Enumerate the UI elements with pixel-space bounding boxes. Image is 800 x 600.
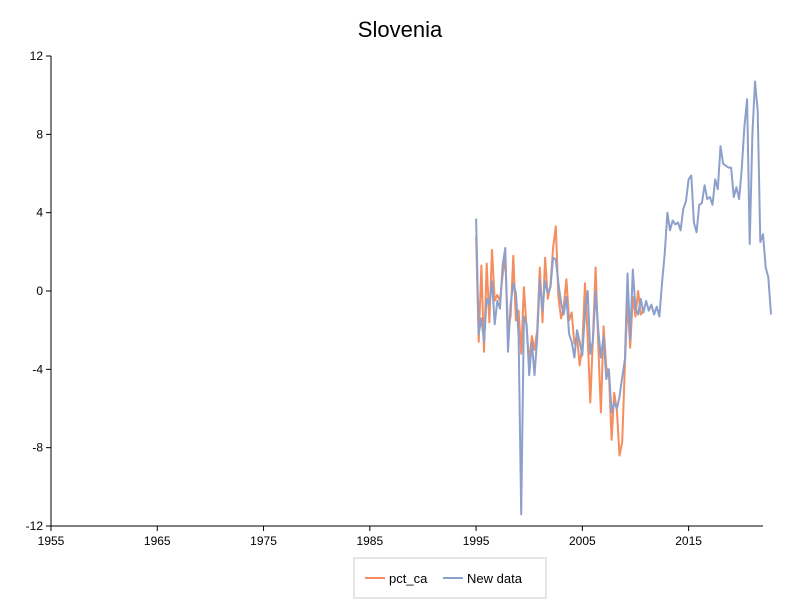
- x-tick-label: 1955: [38, 534, 65, 548]
- y-tick-label: 0: [36, 284, 43, 298]
- plot-area: [475, 80, 772, 516]
- axes: -12 -8 -4 0 4 8 12 1955 1965 1975 1985 1995 2005 2015: [26, 49, 763, 548]
- y-tick-label: -8: [32, 441, 43, 455]
- y-tick-label: 12: [30, 49, 44, 63]
- y-tick-label: 8: [36, 127, 43, 141]
- legend-label-pct-ca: pct_ca: [389, 571, 428, 586]
- x-tick-label: 2015: [675, 534, 702, 548]
- legend: pct_ca New data: [353, 557, 547, 599]
- x-tick-label: 1985: [356, 534, 383, 548]
- legend-label-new-data: New data: [467, 571, 523, 586]
- x-tick-label: 1965: [144, 534, 171, 548]
- x-tick-label: 1995: [463, 534, 490, 548]
- x-tick-label: 2005: [569, 534, 596, 548]
- y-tick-label: -12: [26, 519, 44, 533]
- y-tick-label: 4: [36, 206, 43, 220]
- series-line-new-data: [475, 80, 772, 516]
- chart-title: Slovenia: [358, 17, 443, 42]
- series-line-pct-ca: [475, 225, 645, 457]
- y-tick-label: -4: [32, 362, 43, 376]
- x-tick-label: 1975: [250, 534, 277, 548]
